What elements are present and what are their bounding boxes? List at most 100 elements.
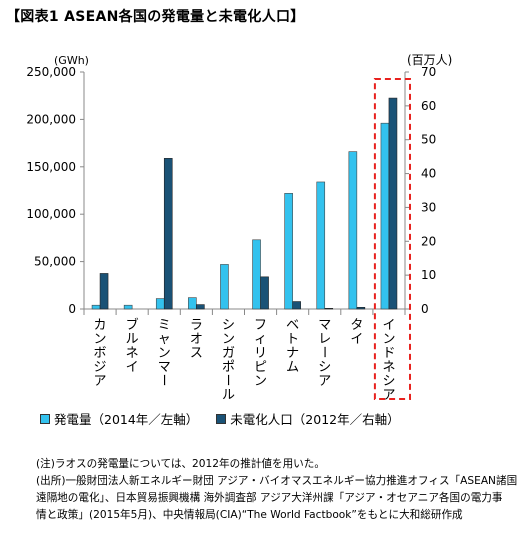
svg-text:ネ: ネ [382, 360, 395, 375]
left-tick-label: 150,000 [26, 160, 76, 174]
svg-text:ボ: ボ [94, 346, 107, 361]
right-tick-label: 0 [421, 302, 429, 316]
bar-unelectrified [260, 276, 269, 310]
right-tick-label: 30 [421, 200, 436, 214]
svg-text:ベ: ベ [286, 318, 299, 333]
svg-text:イ: イ [126, 360, 139, 375]
right-tick-label: 70 [421, 65, 436, 79]
left-tick-label: 200,000 [26, 112, 76, 126]
legend-swatch-unelectrified [216, 413, 227, 424]
svg-text:ナ: ナ [286, 346, 299, 361]
notes: (注)ラオスの発電量については、2012年の推計値を用いた。 (出所)一般財団法… [36, 456, 518, 524]
svg-text:シ: シ [222, 318, 235, 333]
bar-unelectrified [99, 273, 109, 310]
svg-text:マ: マ [318, 318, 331, 333]
svg-text:ド: ド [382, 346, 395, 361]
legend: 発電量（2014年／左軸） 未電化人口（2012年／右軸） [40, 409, 414, 428]
left-tick-label: 0 [68, 302, 76, 316]
svg-text:ネ: ネ [126, 346, 139, 361]
right-tick-label: 10 [421, 268, 436, 282]
note-line: (出所)一般財団法人新エネルギー財団 アジア・バイオマスエネルギー協力推進オフィ… [36, 475, 518, 487]
svg-text:イ: イ [350, 332, 363, 347]
svg-text:ー: ー [316, 345, 331, 358]
bar-generation [91, 304, 101, 310]
svg-text:ア: ア [318, 374, 331, 389]
svg-text:ル: ル [222, 388, 235, 403]
svg-text:ラ: ラ [190, 318, 203, 333]
right-axis-unit: (百万人) [407, 53, 452, 67]
category-label: タイ [350, 318, 363, 347]
legend-swatch-generation [40, 413, 50, 424]
svg-text:ト: ト [286, 332, 299, 347]
bar-generation [188, 297, 197, 310]
bar-generation [284, 193, 293, 310]
svg-text:ー: ー [219, 373, 234, 386]
svg-text:ミ: ミ [158, 318, 171, 333]
bar-generation [123, 304, 133, 310]
svg-text:ン: ン [158, 346, 171, 361]
svg-text:ブ: ブ [126, 317, 139, 333]
svg-text:ム: ム [286, 360, 299, 375]
note-line: 情と政策」(2015年5月)、中央情報局(CIA)“The World Fact… [36, 509, 463, 521]
bar-generation [380, 122, 390, 310]
bar-unelectrified [292, 301, 301, 310]
svg-text:リ: リ [254, 346, 267, 361]
svg-text:ジ: ジ [94, 360, 107, 375]
svg-text:レ: レ [318, 332, 331, 347]
svg-text:マ: マ [158, 360, 171, 375]
svg-text:ィ: ィ [254, 332, 267, 347]
svg-text:ー: ー [155, 373, 170, 386]
bar-generation [155, 298, 165, 310]
left-tick-label: 100,000 [26, 207, 76, 221]
bar-unelectrified [163, 158, 173, 310]
svg-text:ピ: ピ [254, 360, 267, 375]
svg-text:ポ: ポ [222, 360, 235, 375]
right-tick-label: 40 [421, 167, 436, 181]
note-line: (注)ラオスの発電量については、2012年の推計値を用いた。 [36, 458, 325, 470]
legend-label-generation: 発電量（2014年／左軸） [54, 412, 199, 427]
bar-generation [252, 239, 261, 310]
legend-item-generation: 発電量（2014年／左軸） [40, 409, 198, 428]
left-tick-label: 250,000 [26, 65, 76, 79]
bar-chart: 0 50,000 100,000 150,000 200,000 250,000(GWh)… [26, 53, 452, 403]
svg-text:イ: イ [382, 318, 395, 333]
bar-unelectrified [324, 308, 334, 310]
svg-text:ス: ス [190, 346, 203, 361]
right-tick-label: 60 [421, 99, 436, 113]
svg-text:ル: ル [126, 332, 139, 347]
svg-text:オ: オ [190, 332, 203, 347]
legend-item-unelectrified: 未電化人口（2012年／右軸） [216, 409, 400, 428]
category-label: ラオス [190, 318, 203, 361]
bar-generation [316, 181, 326, 310]
svg-text:シ: シ [382, 374, 395, 389]
right-tick-label: 20 [421, 234, 436, 248]
svg-text:タ: タ [350, 318, 363, 333]
svg-text:ャ: ャ [158, 332, 171, 347]
bar-unelectrified [196, 304, 205, 310]
bar-unelectrified [356, 307, 366, 310]
svg-text:シ: シ [318, 360, 331, 375]
bar-unelectrified [388, 97, 398, 310]
right-tick-label: 50 [421, 133, 436, 147]
highlight-box [373, 78, 411, 400]
svg-text:ン: ン [94, 332, 107, 347]
svg-text:ガ: ガ [222, 346, 235, 361]
svg-text:フ: フ [254, 318, 267, 333]
svg-text:ア: ア [382, 388, 395, 403]
svg-text:ン: ン [254, 374, 267, 389]
legend-label-unelectrified: 未電化人口（2012年／右軸） [230, 412, 400, 427]
note-line: 遠隔地の電化」、日本貿易振興機構 海外調査部 アジア大洋州課「アジア・オセアニア… [36, 492, 503, 504]
svg-text:ン: ン [382, 332, 395, 347]
bar-generation [348, 151, 358, 310]
left-axis-unit: (GWh) [54, 54, 89, 67]
bar-generation [220, 264, 229, 310]
chart-title: 【図表1 ASEAN各国の発電量と未電化人口】 [6, 9, 305, 25]
